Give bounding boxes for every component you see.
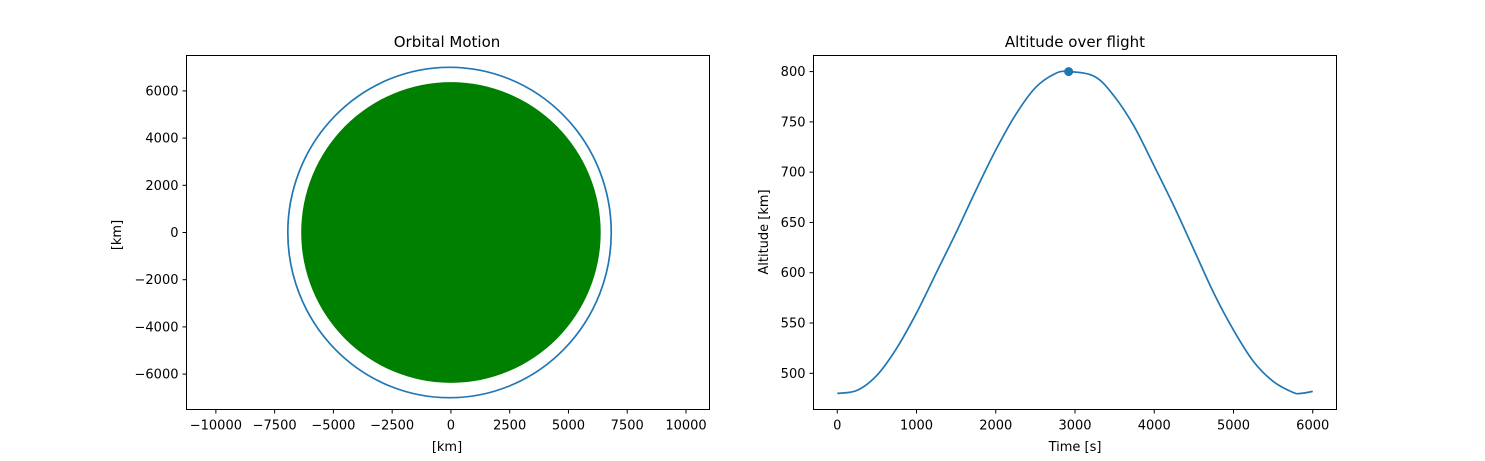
y-axis-ticks: −6000 −4000 −2000 0 2000 4000 6000 [135,84,187,383]
x-tick-label: −5000 [311,419,355,434]
y-tick-label: 650 [781,216,806,231]
altitude-series-line [837,70,1313,395]
y-tick-label: 700 [781,166,806,181]
x-tick-label: 1000 [900,419,933,434]
plot-area [286,66,613,399]
chart-title: Orbital Motion [394,33,501,51]
x-axis-label: Time [s] [1048,440,1102,455]
x-tick-label: 2000 [979,419,1012,434]
x-tick-label: −7500 [253,419,297,434]
y-tick-label: −4000 [135,320,179,335]
earth-disk [301,82,601,383]
y-tick-label: 800 [781,65,806,80]
current-position-marker [1064,67,1074,77]
chart-title: Altitude over flight [1005,33,1145,51]
y-tick-label: 6000 [145,84,178,99]
x-tick-label: 3000 [1058,419,1091,434]
x-tick-label: 10000 [665,419,706,434]
y-axis-label: [km] [110,220,125,250]
y-axis-label: Altitude [km] [757,189,772,274]
plot-area [837,67,1313,395]
x-axis-ticks: −10000 −7500 −5000 −2500 0 2500 5000 7500 10000 [190,409,707,434]
x-tick-label: 4000 [1138,419,1171,434]
altitude-chart: Altitude over flight Time [s] Altitude [… [757,33,1337,455]
y-tick-label: 550 [781,317,806,332]
y-tick-label: 600 [781,266,806,281]
x-tick-label: 6000 [1296,419,1329,434]
x-tick-label: −10000 [190,419,242,434]
x-tick-label: 5000 [552,419,585,434]
x-tick-label: −2500 [370,419,414,434]
y-tick-label: −2000 [135,273,179,288]
y-tick-label: −6000 [135,368,179,383]
x-tick-label: 0 [833,419,841,434]
x-tick-label: 2500 [493,419,526,434]
y-tick-label: 2000 [145,179,178,194]
x-tick-label: 5000 [1217,419,1250,434]
y-axis-ticks: 500 550 600 650 700 750 800 [781,65,814,382]
x-axis-ticks: 0 1000 2000 3000 4000 5000 6000 [833,409,1329,434]
x-axis-label: [km] [432,440,462,455]
y-tick-label: 750 [781,115,806,130]
x-tick-label: 7500 [611,419,644,434]
orbit-path [286,66,613,399]
y-tick-label: 4000 [145,132,178,147]
orbital-motion-chart: Orbital Motion [km] [km] −10000 −7500 −500… [110,33,710,455]
x-tick-label: 0 [447,419,455,434]
y-tick-label: 0 [170,226,178,241]
y-tick-label: 500 [781,367,806,382]
